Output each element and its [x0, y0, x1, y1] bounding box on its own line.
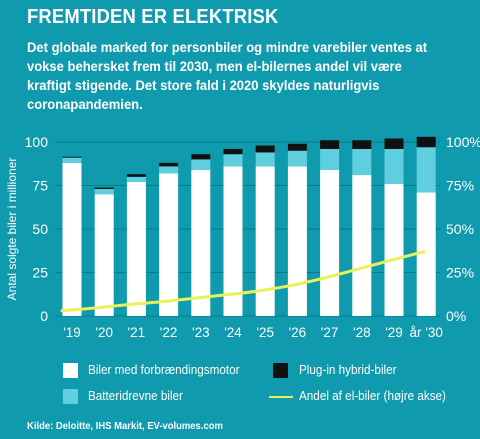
x-tick-label: '27: [321, 325, 339, 340]
bar-segment: [287, 143, 307, 151]
y-tick-label: 0: [40, 308, 48, 324]
x-tick-label: '28: [353, 325, 371, 340]
bar-segment: [416, 147, 436, 193]
legend-line-ev-share: [269, 396, 293, 398]
bar-segment: [320, 148, 340, 170]
bar-segment: [352, 148, 372, 176]
bar-segment: [159, 166, 179, 174]
bar-segment: [223, 148, 243, 155]
x-tick-label: '19: [63, 325, 81, 340]
bar-segment: [287, 166, 307, 316]
bar-segment: [191, 169, 211, 316]
chart-title: FREMTIDEN ER ELEKTRISK: [27, 6, 279, 28]
bar-segment: [384, 183, 404, 316]
bar-segment: [191, 154, 211, 160]
bar-segment: [94, 194, 114, 316]
ev-share-line: [60, 250, 426, 313]
y-tick-label: 75: [32, 178, 48, 194]
bar-segment: [126, 182, 146, 316]
bar-segment: [159, 162, 179, 167]
bar-segment: [62, 157, 82, 163]
y2-tick-label: 100%: [446, 134, 480, 150]
y2-tick-label: 75%: [446, 178, 474, 194]
bar-segment: [191, 159, 211, 170]
chart-subtitle: Det globale marked for personbiler og mi…: [27, 39, 428, 112]
bar-segment: [159, 173, 179, 316]
bar-segment: [352, 140, 372, 149]
x-tick-label: '23: [192, 325, 210, 340]
y2-tick-label: 0%: [446, 308, 466, 324]
y2-tick-label: 25%: [446, 265, 474, 281]
y-tick-label: 25: [32, 265, 48, 281]
y2-tick-label: 50%: [446, 221, 474, 237]
y-tick-label: 50: [32, 221, 48, 237]
bar-segment: [255, 166, 275, 316]
bar-segment: [320, 140, 340, 149]
bar-segment: [255, 145, 275, 153]
bar-segment: [223, 154, 243, 167]
bar-segment: [94, 188, 114, 195]
x-tick-label: '26: [289, 325, 307, 340]
bar-segment: [320, 169, 340, 316]
bar-segment: [384, 148, 404, 184]
legend-swatch-bev: [63, 389, 78, 404]
bar-segment: [416, 192, 436, 316]
bar-segment: [384, 138, 404, 149]
y-tick-label: 100: [25, 134, 49, 150]
y-axis-label: Antal solgte biler i millioner: [5, 158, 19, 301]
bar-segment: [416, 136, 436, 148]
bar-segment: [255, 152, 275, 167]
x-tick-label: år '30: [410, 325, 443, 340]
x-tick-label: '20: [95, 325, 113, 340]
bar-segment: [126, 174, 146, 177]
bar-segment: [352, 175, 372, 316]
source-note: Kilde: Deloitte, IHS Markit, EV-volumes.…: [27, 420, 223, 432]
x-tick-label: '22: [160, 325, 178, 340]
legend-label-phev: Plug-in hybrid-biler: [299, 362, 397, 377]
legend-swatch-phev: [273, 363, 288, 378]
x-tick-label: '25: [256, 325, 274, 340]
legend-swatch-ice: [63, 363, 78, 378]
bar-segment: [223, 166, 243, 316]
x-tick-label: '29: [385, 325, 403, 340]
x-tick-label: '24: [224, 325, 242, 340]
bar-segment: [126, 176, 146, 183]
bar-segment: [62, 162, 82, 316]
x-tick-label: '21: [128, 325, 146, 340]
legend-label-ev-share: Andel af el-biler (højre akse): [299, 388, 446, 403]
legend-label-ice: Biler med forbrændingsmotor: [88, 362, 240, 377]
legend-label-bev: Batteridrevne biler: [88, 388, 183, 403]
bar-segment: [287, 150, 307, 167]
bar-segment: [62, 156, 82, 158]
bar-segment: [94, 187, 114, 189]
